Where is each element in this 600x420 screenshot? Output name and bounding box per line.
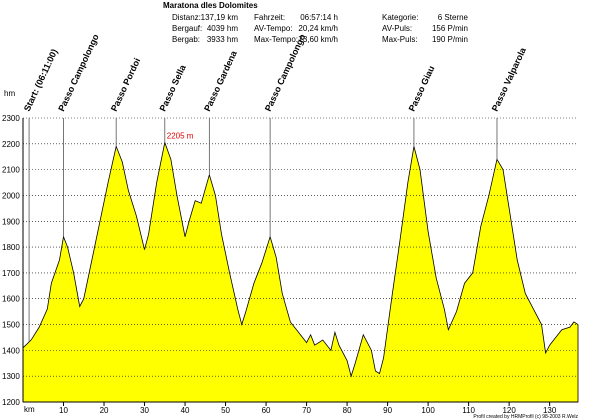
y-tick-label: 1500 <box>2 321 20 330</box>
chart-title: Maratona dles Dolomites <box>163 1 258 10</box>
marker-label: Passo Gardena <box>202 48 239 113</box>
x-tick-label: 90 <box>383 406 392 415</box>
x-tick-label: 60 <box>262 406 271 415</box>
marker-label: Passo Campolongo <box>263 32 308 113</box>
stat-text: AV-Puls: <box>382 24 412 33</box>
marker-label: Passo Sella <box>158 62 189 112</box>
x-tick-label: 20 <box>100 406 109 415</box>
stat-text: 190 P/min <box>432 35 468 44</box>
y-tick-label: 2300 <box>2 114 20 123</box>
marker-label: Passo Campolongo <box>56 32 101 113</box>
stat-text: Max-Puls: <box>382 35 418 44</box>
marker-label: Passo Giau <box>407 64 437 113</box>
y-tick-label: 1200 <box>2 398 20 407</box>
x-tick-label: 80 <box>343 406 352 415</box>
x-tick-label: 70 <box>302 406 311 415</box>
y-tick-label: 1300 <box>2 372 20 381</box>
stat-text: Bergauf: <box>172 24 202 33</box>
stat-text: 3933 hm <box>207 35 238 44</box>
stat-text: 73,60 km/h <box>298 35 338 44</box>
x-tick-label: 50 <box>221 406 230 415</box>
x-tick-label: 100 <box>421 406 435 415</box>
x-tick-label: 30 <box>140 406 149 415</box>
stat-text: 20,24 km/h <box>298 24 338 33</box>
y-tick-label: 1600 <box>2 295 20 304</box>
x-tick-label: 10 <box>59 406 68 415</box>
y-tick-label: 1900 <box>2 217 20 226</box>
peak-label: 2205 m <box>167 132 194 141</box>
y-tick-label: 1700 <box>2 269 20 278</box>
marker-label: Passo Valparola <box>490 45 529 113</box>
x-tick-label: 130 <box>543 406 557 415</box>
stat-text: 137,19 km <box>201 13 239 22</box>
marker-label: Passo Pordoi <box>109 56 142 112</box>
stat-text: Fahrzeit: <box>254 13 285 22</box>
x-tick-label: 120 <box>502 406 516 415</box>
y-tick-label: 2100 <box>2 166 20 175</box>
footer: Profil created by HRMProfil (c) 98-2003 … <box>473 414 578 420</box>
stat-text: 06:57:14 h <box>300 13 338 22</box>
stat-text: 4039 hm <box>207 24 238 33</box>
stat-text: Bergab: <box>172 35 200 44</box>
y-tick-label: 1400 <box>2 346 20 355</box>
y-tick-label: 2000 <box>2 191 20 200</box>
marker-label: Start: (06:11:00) <box>22 47 60 112</box>
stat-text: 156 P/min <box>432 24 468 33</box>
y-axis-label: hm <box>4 89 15 98</box>
x-tick-label: 40 <box>181 406 190 415</box>
elevation-area <box>22 141 579 403</box>
stat-text: Kategorie: <box>382 13 418 22</box>
stat-text: Max-Tempo: <box>254 35 298 44</box>
y-tick-label: 2200 <box>2 140 20 149</box>
stat-text: Distanz: <box>172 13 201 22</box>
stat-text: 6 Sterne <box>438 13 469 22</box>
stat-text: AV-Tempo: <box>254 24 293 33</box>
y-tick-label: 1800 <box>2 243 20 252</box>
x-tick-label: 110 <box>462 406 475 415</box>
x-axis-label: km <box>24 405 35 414</box>
